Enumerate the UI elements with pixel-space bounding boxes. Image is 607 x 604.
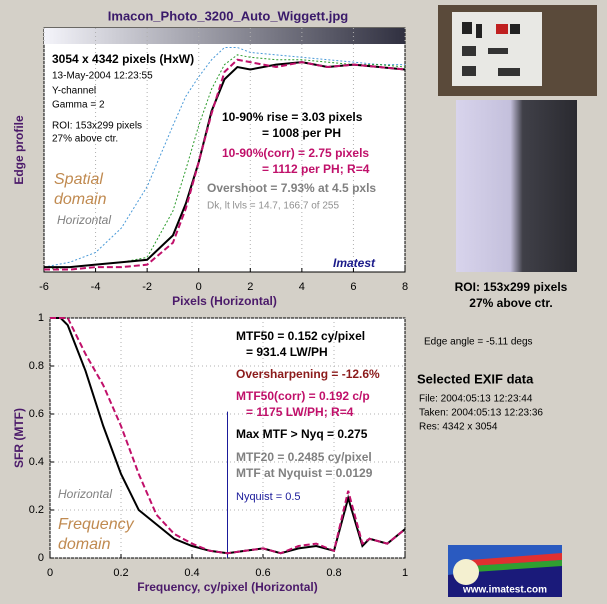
annotation: 27% above ctr. [52, 134, 118, 145]
title: Imacon_Photo_3200_Auto_Wiggett.jpg [108, 8, 348, 23]
x-tick-label: -4 [91, 281, 101, 293]
annotation: Max MTF > Nyq = 0.275 [236, 427, 368, 441]
annotation: Frequency [58, 516, 135, 533]
annotation: = 1112 per PH; R=4 [262, 162, 370, 176]
y-tick-label: 0 [38, 552, 44, 564]
annotation: Oversharpening = -12.6% [236, 367, 380, 381]
x-tick-label: 0.4 [184, 567, 199, 579]
annotation: MTF at Nyquist = 0.0129 [236, 466, 373, 480]
annotation: MTF50 = 0.152 cy/pixel [236, 329, 365, 343]
annotation: Dk, lt lvls = 14.7, 166.7 of 255 [207, 201, 339, 212]
annotation: = 1175 LW/PH; R=4 [246, 405, 354, 419]
x-tick-label: 1 [402, 567, 408, 579]
roi-text: ROI: 153x299 pixels [455, 280, 568, 294]
exif-line: Res: 4342 x 3054 [419, 422, 498, 433]
x-tick-label: -6 [39, 281, 49, 293]
annotation: MTF20 = 0.2485 cy/pixel [236, 450, 372, 464]
roi-image [456, 100, 577, 272]
annotation: Spatial [54, 171, 103, 188]
annotation: Horizontal [58, 487, 112, 501]
thumbnail [438, 5, 597, 96]
gradient-bar [44, 28, 405, 44]
logo [448, 545, 562, 597]
annotation: ROI: 153x299 pixels [52, 121, 142, 132]
x-tick-label: 0 [196, 281, 202, 293]
x-tick-label: 8 [402, 281, 408, 293]
annotation: = 931.4 LW/PH [246, 345, 328, 359]
annotation: 3054 x 4342 pixels (HxW) [52, 52, 194, 66]
x-axis-label: Frequency, cy/pixel (Horizontal) [137, 580, 317, 594]
y-tick-label: 0.2 [29, 504, 44, 516]
x-tick-label: -2 [142, 281, 152, 293]
x-tick-label: 6 [350, 281, 356, 293]
logo-text: www.imatest.com [462, 585, 547, 596]
annotation: domain [58, 536, 111, 553]
y-axis-label: SFR (MTF) [12, 408, 26, 468]
edge-angle: Edge angle = -5.11 degs [424, 337, 533, 348]
y-axis-label: Edge profile [12, 115, 26, 185]
y-tick-label: 0.8 [29, 360, 44, 372]
annotation: MTF50(corr) = 0.192 c/p [236, 389, 370, 403]
exif-line: File: 2004:05:13 12:23:44 [419, 394, 533, 405]
x-axis-label: Pixels (Horizontal) [172, 294, 277, 308]
annotation: Horizontal [57, 213, 111, 227]
plot-area [43, 27, 406, 273]
annotation: domain [54, 191, 107, 208]
y-tick-label: 1 [38, 312, 44, 324]
annotation: Y-channel [52, 86, 96, 97]
y-tick-label: 0.4 [29, 456, 44, 468]
x-tick-label: 0 [47, 567, 53, 579]
annotation: Gamma = 2 [52, 100, 105, 111]
annotation: Imatest [333, 256, 376, 270]
annotation: Overshoot = 7.93% at 4.5 pxls [207, 181, 376, 195]
x-tick-label: 0.2 [113, 567, 128, 579]
x-tick-label: 0.8 [326, 567, 341, 579]
annotation: = 1008 per PH [262, 126, 341, 140]
exif-title: Selected EXIF data [417, 371, 534, 386]
x-tick-label: 2 [247, 281, 253, 293]
roi-pos: 27% above ctr. [469, 296, 552, 310]
annotation: 13-May-2004 12:23:55 [52, 71, 153, 82]
annotation: Nyquist = 0.5 [236, 491, 301, 503]
series-line [44, 58, 406, 271]
annotation: 10-90% rise = 3.03 pixels [222, 110, 363, 124]
x-tick-label: 0.6 [255, 567, 270, 579]
exif-line: Taken: 2004:05:13 12:23:36 [419, 408, 543, 419]
x-tick-label: 4 [299, 281, 305, 293]
y-tick-label: 0.6 [29, 408, 44, 420]
annotation: 10-90%(corr) = 2.75 pixels [222, 146, 369, 160]
series-line [50, 317, 406, 555]
